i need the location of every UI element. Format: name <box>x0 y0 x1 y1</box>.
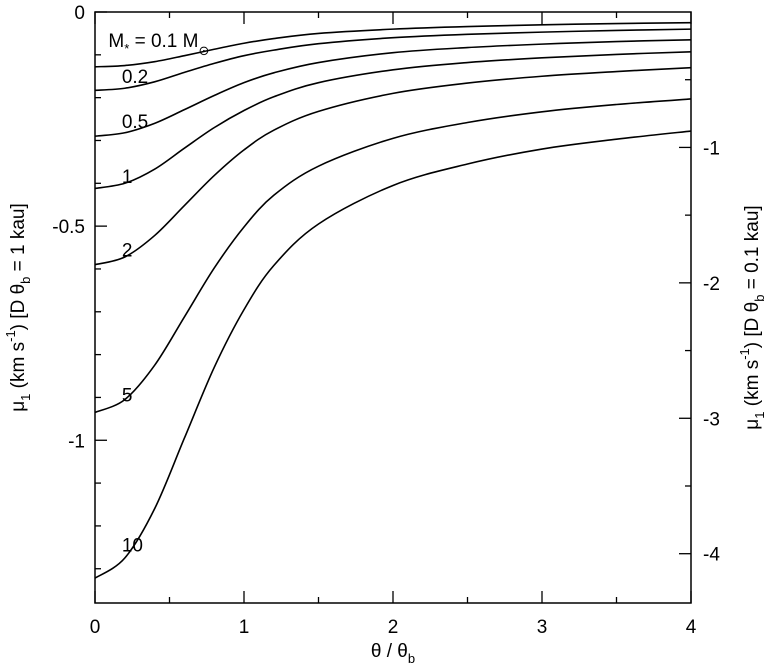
x-axis-title: θ / θb <box>371 641 415 666</box>
curve-label-10: 10 <box>122 535 143 556</box>
curve-m-2 <box>94 66 692 266</box>
y-left-tick-label: -1 <box>68 431 85 452</box>
y-axis-left-title: μ1 (km s-1) [D θb = 1 kau] <box>3 203 33 412</box>
curve-label-0_5: 0.5 <box>122 112 148 133</box>
curve-m-5 <box>94 98 692 414</box>
y-left-tick-label: -0.5 <box>52 217 85 238</box>
y-right-tick-label: -2 <box>703 274 720 295</box>
x-tick-label: 4 <box>686 617 697 638</box>
curve-label-2: 2 <box>122 241 133 262</box>
x-tick-label: 3 <box>537 617 548 638</box>
curve-m-0_1 <box>94 21 692 68</box>
curve-label-5: 5 <box>122 385 133 406</box>
curves <box>94 21 692 579</box>
curve-label-0_2: 0.2 <box>122 67 148 88</box>
tick-labels: 0 1 2 3 4 0 -0.5 -1 -1 -2 -3 -4 <box>52 3 720 638</box>
curve-m-10 <box>94 130 692 579</box>
curve-m-0_2 <box>94 28 692 92</box>
y-right-tick-label: -3 <box>703 409 720 430</box>
x-tick-label: 1 <box>239 617 250 638</box>
curve-m-1 <box>94 51 692 190</box>
curve-label-1: 1 <box>122 167 133 188</box>
x-tick-label: 2 <box>388 617 399 638</box>
mass-label: M* = 0.1 M⊙ <box>108 31 209 58</box>
y-right-tick-label: -1 <box>703 138 720 159</box>
y-left-tick-label: 0 <box>74 3 85 24</box>
tick-marks <box>94 11 692 603</box>
y-right-tick-label: -4 <box>703 545 720 566</box>
x-tick-label: 0 <box>90 617 101 638</box>
plot-frame <box>94 11 692 604</box>
y-axis-right-title: μ1 (km s-1) [D θb = 0.1 kau] <box>737 205 767 429</box>
curve-m-0_5 <box>94 39 692 137</box>
curve-labels: 0.2 0.5 1 2 5 10 <box>122 67 148 556</box>
